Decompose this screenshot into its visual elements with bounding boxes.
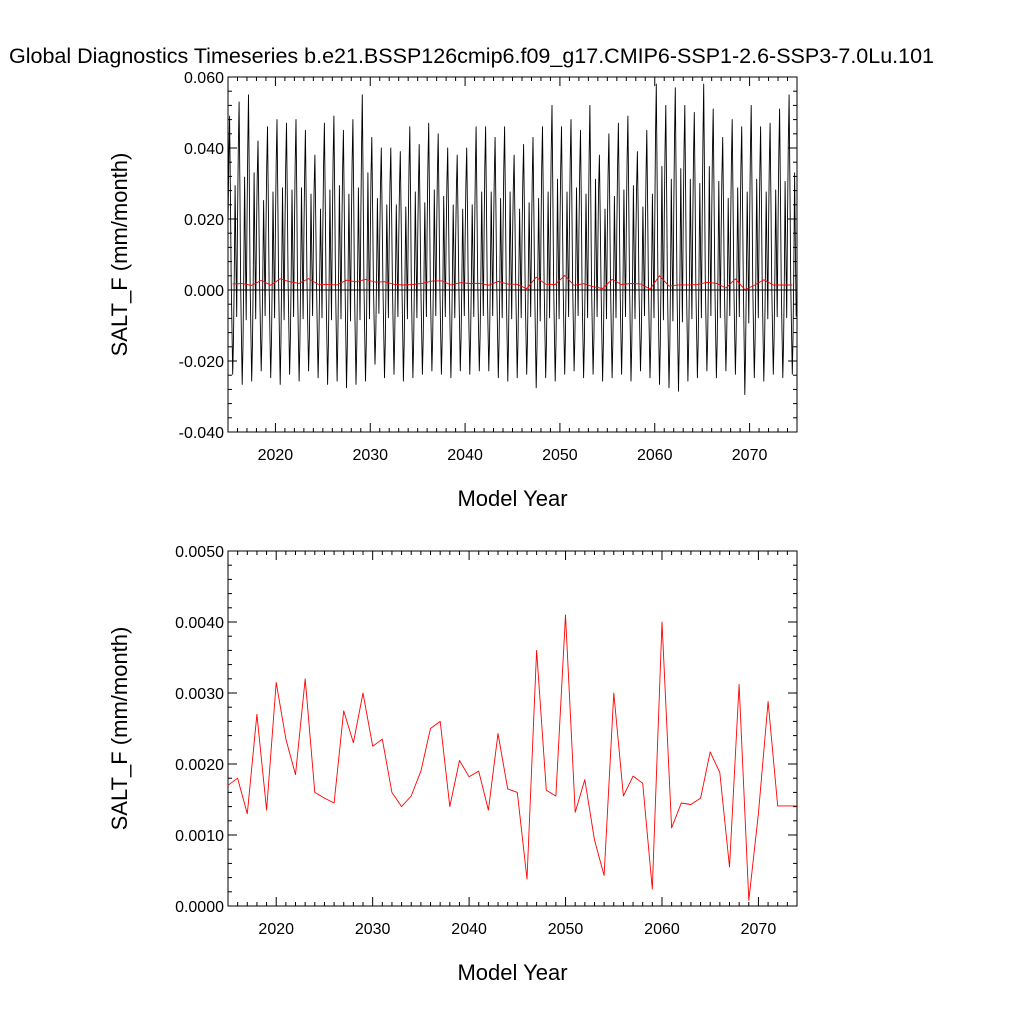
top-x-tick-label: 2020: [258, 447, 294, 464]
bottom-y-tick-label: 0.0020: [175, 757, 224, 774]
top-x-tick-label: 2070: [732, 447, 768, 464]
top-x-tick-label: 2040: [447, 447, 483, 464]
bottom-series-line-1: [228, 615, 797, 900]
bottom-x-tick-label: 2050: [548, 921, 584, 938]
bottom-y-tick-label: 0.0040: [175, 615, 224, 632]
top-x-tick-label: 2060: [637, 447, 673, 464]
top-y-tick-label: 0.000: [184, 283, 224, 300]
bottom-x-tick-label: 2030: [355, 921, 391, 938]
top-series-line-1: [228, 84, 796, 394]
top-panel: 2020 2030 2040 2050 2060 2070 -0.040 -0.020 0.00…: [107, 70, 797, 511]
top-y-axis-title: SALT_F (mm/month): [107, 153, 132, 357]
top-y-tick-label: -0.020: [179, 354, 224, 371]
bottom-y-tick-label: 0.0000: [175, 899, 224, 916]
bottom-y-tick-label: 0.0050: [175, 544, 224, 561]
bottom-y-axis-title: SALT_F (mm/month): [107, 627, 132, 831]
bottom-x-tick-label: 2060: [644, 921, 680, 938]
top-y-tick-label: 0.020: [184, 212, 224, 229]
bottom-plot-frame: [228, 551, 797, 906]
bottom-x-axis-title: Model Year: [457, 960, 567, 985]
top-y-tick-label: 0.060: [184, 70, 224, 87]
top-x-tick-label: 2050: [542, 447, 578, 464]
chart-svg: 2020 2030 2040 2050 2060 2070 -0.040 -0.020 0.00…: [0, 0, 1024, 1024]
bottom-y-tick-label: 0.0010: [175, 828, 224, 845]
bottom-x-tick-label: 2020: [258, 921, 294, 938]
top-x-tick-label: 2030: [352, 447, 388, 464]
bottom-x-tick-label: 2070: [741, 921, 777, 938]
bottom-y-tick-label: 0.0030: [175, 686, 224, 703]
bottom-panel: 2020 2030 2040 2050 2060 2070 0.0000 0.0010 0.00…: [107, 544, 797, 985]
bottom-x-tick-label: 2040: [451, 921, 487, 938]
top-y-tick-label: -0.040: [179, 425, 224, 442]
top-y-tick-label: 0.040: [184, 141, 224, 158]
top-x-axis-title: Model Year: [457, 486, 567, 511]
